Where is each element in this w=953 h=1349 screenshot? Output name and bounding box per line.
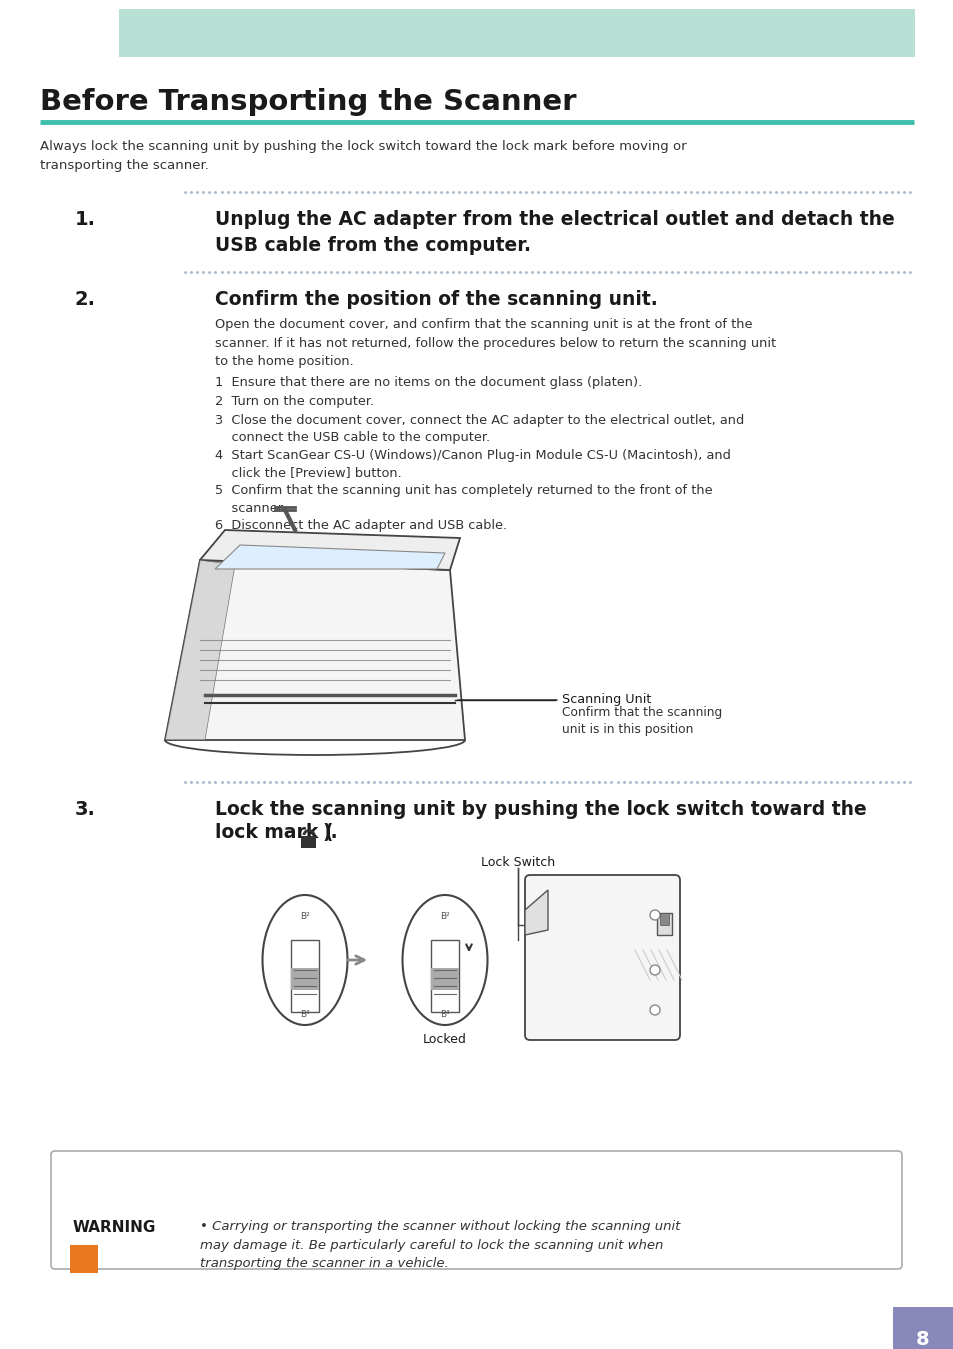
Text: 2.: 2. (75, 290, 96, 309)
Text: B³: B³ (439, 1010, 450, 1018)
Text: 5  Confirm that the scanning unit has completely returned to the front of the
  : 5 Confirm that the scanning unit has com… (214, 484, 712, 514)
Text: 1.: 1. (75, 210, 96, 229)
Polygon shape (200, 530, 459, 571)
Text: ).: ). (322, 823, 337, 842)
Text: Confirm that the scanning
unit is in this position: Confirm that the scanning unit is in thi… (561, 706, 721, 737)
Text: 3  Close the document cover, connect the AC adapter to the electrical outlet, an: 3 Close the document cover, connect the … (214, 414, 743, 445)
Polygon shape (524, 890, 547, 935)
Bar (892, 1307, 953, 1349)
Polygon shape (165, 560, 464, 741)
Text: lock mark (: lock mark ( (214, 823, 334, 842)
FancyBboxPatch shape (524, 876, 679, 1040)
Circle shape (649, 1005, 659, 1014)
Text: Scanning Unit: Scanning Unit (561, 693, 651, 706)
Text: B²: B² (439, 912, 450, 921)
Text: 1  Ensure that there are no items on the document glass (platen).: 1 Ensure that there are no items on the … (214, 376, 641, 389)
Text: Lock the scanning unit by pushing the lock switch toward the: Lock the scanning unit by pushing the lo… (214, 800, 866, 819)
Circle shape (649, 911, 659, 920)
Text: Open the document cover, and confirm that the scanning unit is at the front of t: Open the document cover, and confirm tha… (214, 318, 776, 368)
Text: Confirm the position of the scanning unit.: Confirm the position of the scanning uni… (214, 290, 657, 309)
FancyBboxPatch shape (291, 940, 318, 1012)
Bar (70, 1245, 98, 1273)
Text: Before Transporting the Scanner: Before Transporting the Scanner (40, 88, 576, 116)
FancyBboxPatch shape (431, 940, 458, 1012)
Bar (291, 969, 318, 990)
Text: B²: B² (300, 912, 310, 921)
Text: 2  Turn on the computer.: 2 Turn on the computer. (214, 395, 374, 407)
Circle shape (649, 965, 659, 975)
Text: 8: 8 (915, 1330, 929, 1349)
Text: WARNING: WARNING (73, 1219, 156, 1234)
Bar (431, 969, 458, 990)
FancyBboxPatch shape (301, 835, 316, 847)
FancyBboxPatch shape (51, 1151, 901, 1269)
Ellipse shape (262, 894, 347, 1025)
Text: Unplug the AC adapter from the electrical outlet and detach the
USB cable from t: Unplug the AC adapter from the electrica… (214, 210, 894, 255)
Text: 3.: 3. (75, 800, 95, 819)
Text: Locked: Locked (422, 1033, 466, 1045)
Text: B³: B³ (300, 1010, 310, 1018)
Bar (659, 913, 668, 925)
Polygon shape (165, 560, 234, 741)
Text: 4  Start ScanGear CS-U (Windows)/Canon Plug-in Module CS-U (Macintosh), and
    : 4 Start ScanGear CS-U (Windows)/Canon Pl… (214, 449, 730, 479)
Text: Always lock the scanning unit by pushing the lock switch toward the lock mark be: Always lock the scanning unit by pushing… (40, 140, 686, 171)
Bar (657, 913, 671, 935)
Text: Lock Switch: Lock Switch (480, 857, 555, 869)
Polygon shape (214, 545, 444, 569)
Bar (119, 9, 914, 57)
Ellipse shape (402, 894, 487, 1025)
Text: • Carrying or transporting the scanner without locking the scanning unit
may dam: • Carrying or transporting the scanner w… (200, 1219, 679, 1269)
Text: 6  Disconnect the AC adapter and USB cable.: 6 Disconnect the AC adapter and USB cabl… (214, 519, 507, 532)
